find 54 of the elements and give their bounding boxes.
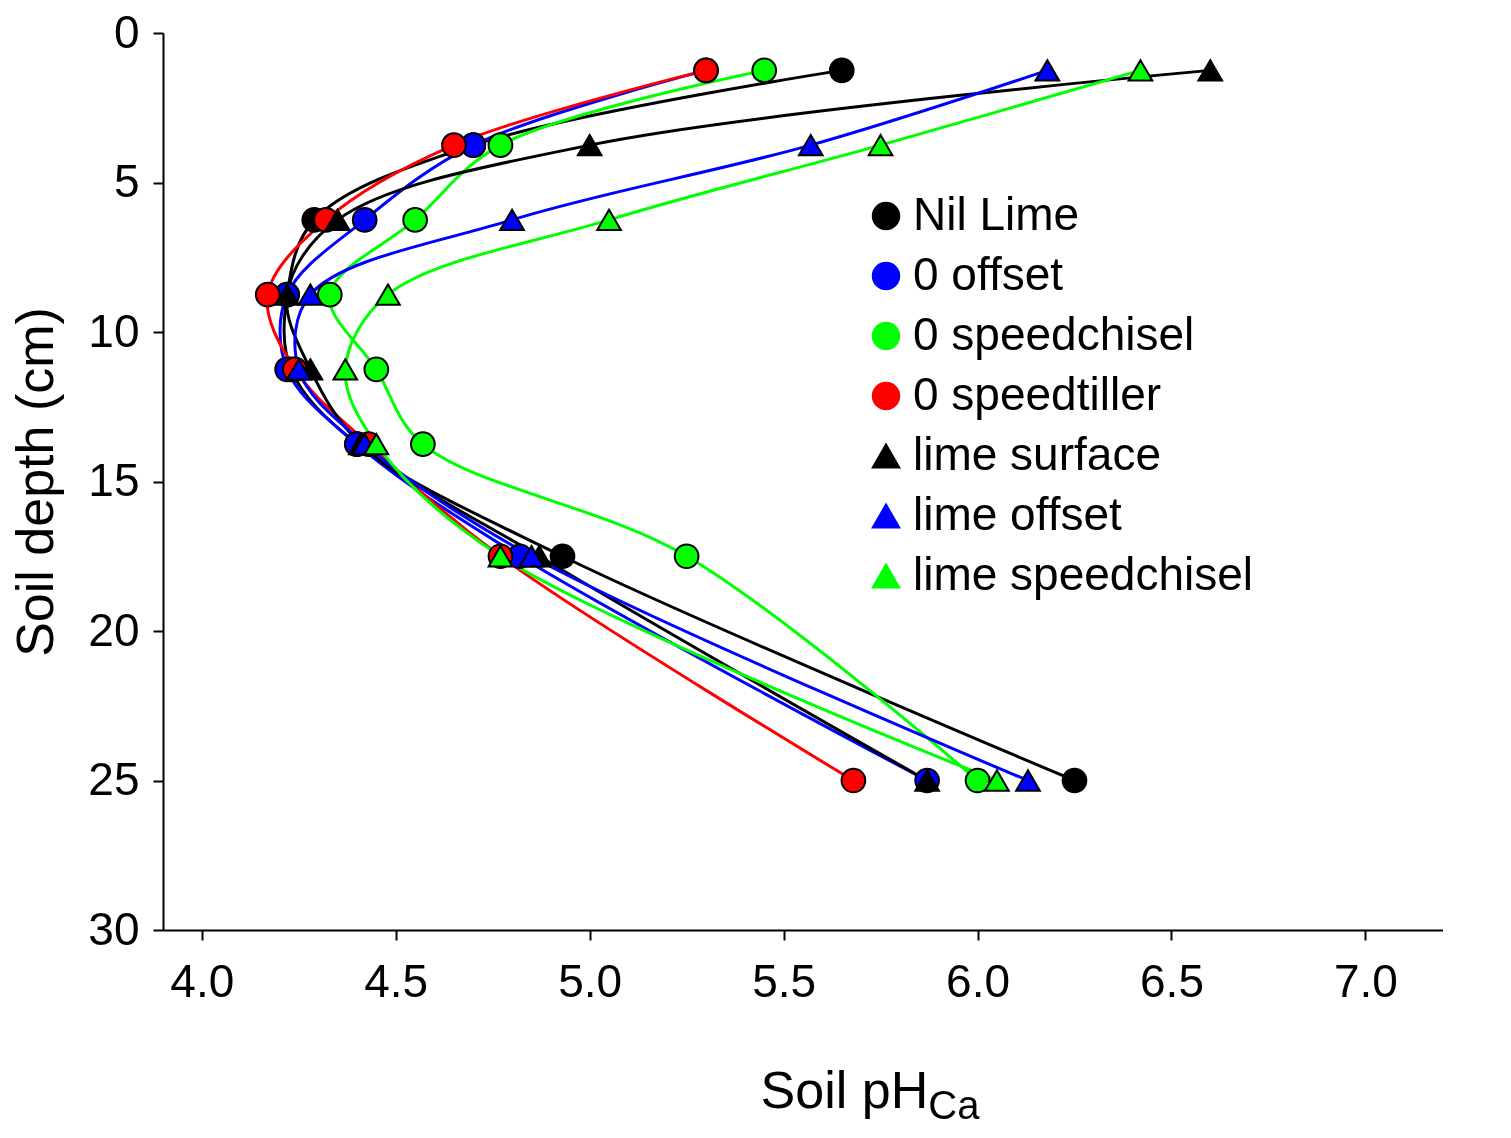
point (254, 281, 281, 308)
point (351, 207, 378, 233)
point (332, 358, 359, 381)
legend-label: lime offset (913, 488, 1123, 540)
y-tick-label: 30 (88, 902, 140, 955)
legend-label: 0 offset (913, 248, 1064, 300)
y-tick-label: 25 (88, 753, 140, 805)
point (363, 432, 390, 456)
x-tick-label: 4.5 (364, 954, 429, 1007)
point (375, 283, 401, 306)
point (828, 57, 855, 84)
point (487, 132, 514, 158)
y-tick-label: 5 (113, 155, 140, 207)
point (297, 283, 324, 306)
point (984, 769, 1010, 792)
point (576, 133, 603, 157)
point (751, 57, 778, 84)
point (964, 767, 991, 794)
legend-label: Nil Lime (913, 188, 1080, 240)
point (518, 545, 545, 568)
point (840, 767, 867, 794)
y-tick-label: 20 (88, 603, 140, 656)
y-tick-label: 0 (113, 5, 140, 58)
point (1127, 59, 1154, 82)
point (441, 132, 467, 158)
x-tick-label: 6.0 (946, 954, 1011, 1007)
point (1034, 59, 1061, 82)
x-tick-label: 6.5 (1140, 954, 1204, 1007)
point (1015, 769, 1041, 792)
point (797, 133, 824, 157)
legend-label: 0 speedchisel (913, 308, 1195, 360)
point (867, 133, 894, 157)
point (549, 543, 576, 570)
point (363, 356, 390, 383)
x-tick-label: 5.5 (752, 954, 817, 1007)
x-axis-title: Soil pH$_{Ca}$ (759, 1060, 981, 1129)
point (1061, 767, 1088, 794)
x-tick-label: 7.0 (1333, 954, 1398, 1007)
y-tick-label: 15 (88, 454, 140, 506)
x-tick-label: 5.0 (558, 954, 623, 1007)
point (410, 431, 436, 457)
x-tick-label: 4.0 (170, 954, 235, 1007)
y-tick-label: 10 (88, 304, 140, 357)
legend-label: lime surface (913, 428, 1161, 480)
legend-label: lime speedchisel (913, 548, 1254, 600)
y-axis-title: Soil depth (cm) (6, 307, 65, 657)
point (402, 207, 428, 233)
legend-label: 0 speedtiller (913, 368, 1162, 420)
point (1197, 59, 1224, 82)
point (316, 281, 343, 308)
point (673, 543, 700, 570)
point (499, 208, 525, 232)
point (596, 208, 622, 232)
point (324, 208, 351, 232)
